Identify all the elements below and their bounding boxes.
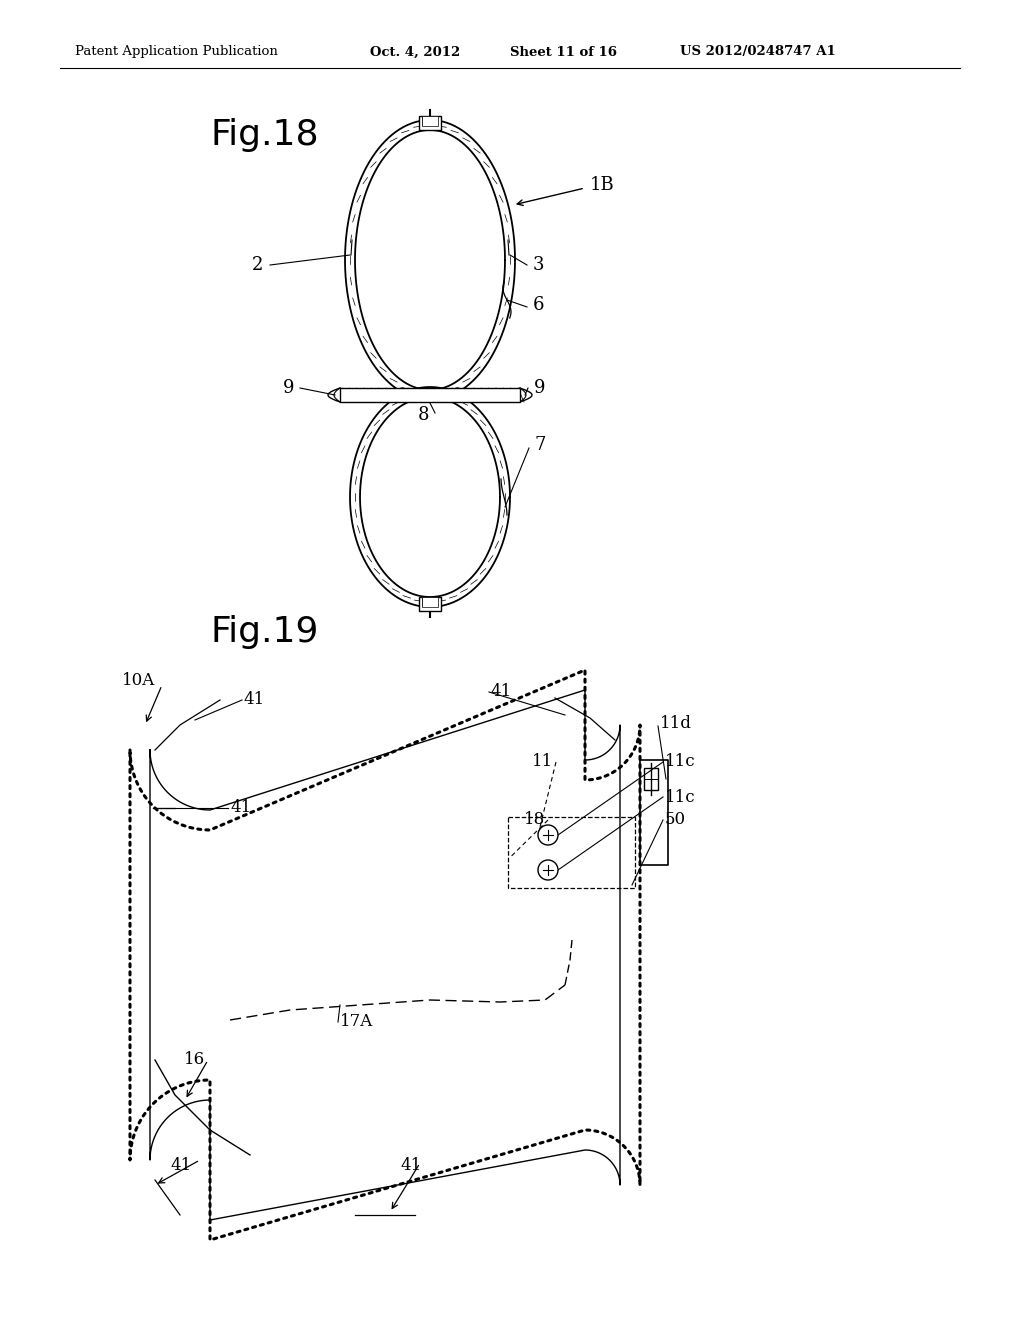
Text: 41: 41 xyxy=(490,684,511,701)
Text: 41: 41 xyxy=(230,800,251,817)
Text: 17A: 17A xyxy=(340,1014,374,1031)
Text: 50: 50 xyxy=(665,812,686,829)
Text: 41: 41 xyxy=(243,692,264,709)
Bar xyxy=(419,116,441,129)
Text: Fig.19: Fig.19 xyxy=(210,615,318,649)
Circle shape xyxy=(538,825,558,845)
Text: 2: 2 xyxy=(252,256,263,275)
Text: 7: 7 xyxy=(535,436,547,454)
Bar xyxy=(422,597,438,607)
Text: Sheet 11 of 16: Sheet 11 of 16 xyxy=(510,45,617,58)
Text: 10A: 10A xyxy=(122,672,155,689)
Text: Fig.18: Fig.18 xyxy=(210,117,318,152)
Circle shape xyxy=(538,861,558,880)
Bar xyxy=(419,597,441,611)
Text: 11c: 11c xyxy=(665,788,695,805)
Text: 11: 11 xyxy=(531,754,553,771)
Text: 16: 16 xyxy=(184,1052,205,1068)
Text: 11c: 11c xyxy=(665,754,695,771)
Text: 11d: 11d xyxy=(660,714,692,731)
Text: 9: 9 xyxy=(534,379,546,397)
Text: 1B: 1B xyxy=(590,176,614,194)
Text: Oct. 4, 2012: Oct. 4, 2012 xyxy=(370,45,460,58)
Text: 6: 6 xyxy=(534,296,545,314)
Bar xyxy=(422,116,438,125)
Text: 3: 3 xyxy=(534,256,545,275)
Bar xyxy=(422,597,438,607)
Text: Patent Application Publication: Patent Application Publication xyxy=(75,45,278,58)
Text: 41: 41 xyxy=(400,1156,421,1173)
Text: US 2012/0248747 A1: US 2012/0248747 A1 xyxy=(680,45,836,58)
Bar xyxy=(508,817,635,888)
Bar xyxy=(644,768,658,789)
Text: 41: 41 xyxy=(170,1156,191,1173)
Text: 9: 9 xyxy=(283,379,294,397)
Text: 18: 18 xyxy=(523,812,545,829)
Bar xyxy=(340,388,520,403)
Bar xyxy=(422,116,438,125)
Text: 8: 8 xyxy=(418,407,429,424)
